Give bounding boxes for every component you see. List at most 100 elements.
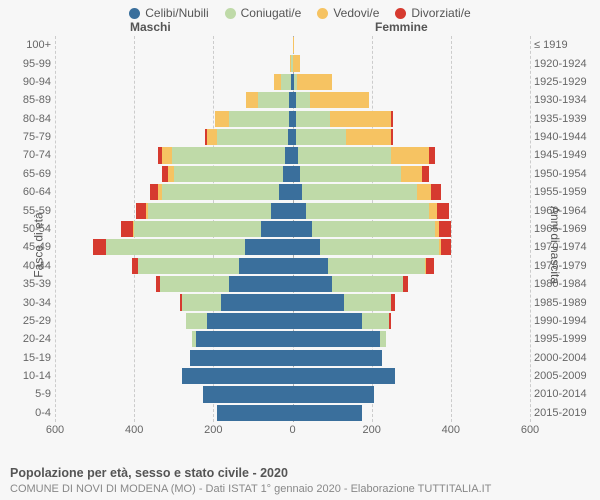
age-label: 25-29: [1, 314, 51, 328]
seg-c: [245, 239, 293, 255]
birth-label: 1930-1934: [534, 93, 599, 107]
legend-swatch: [225, 8, 236, 19]
seg-d: [426, 258, 434, 274]
bar-female: [293, 276, 409, 292]
seg-c: [293, 258, 329, 274]
bar-male: [203, 386, 292, 402]
bar-female: [293, 92, 369, 108]
bar-female: [293, 258, 435, 274]
birth-label: 1955-1959: [534, 185, 599, 199]
bar-female: [293, 350, 382, 366]
x-tick: 0: [289, 424, 295, 436]
seg-c: [207, 313, 292, 329]
seg-k: [362, 313, 390, 329]
birth-label: ≤ 1919: [534, 38, 599, 52]
birth-label: 2005-2009: [534, 369, 599, 383]
seg-v: [246, 92, 258, 108]
bar-female: [293, 331, 386, 347]
bar-male: [158, 147, 293, 163]
pyramid-row: [55, 203, 530, 219]
birth-label: 1975-1979: [534, 259, 599, 273]
seg-v: [207, 129, 217, 145]
bar-male: [217, 405, 292, 421]
bar-male: [156, 276, 293, 292]
seg-v: [346, 129, 392, 145]
seg-c: [293, 166, 300, 182]
legend-item: Vedovi/e: [317, 6, 379, 20]
birth-label: 1960-1964: [534, 204, 599, 218]
seg-c: [293, 386, 374, 402]
seg-d: [429, 147, 435, 163]
seg-v: [293, 55, 301, 71]
x-tick: 600: [46, 424, 64, 436]
bar-male: [205, 129, 293, 145]
seg-c: [293, 294, 344, 310]
age-label: 75-79: [1, 130, 51, 144]
x-tick: 600: [521, 424, 539, 436]
birth-label: 2015-2019: [534, 406, 599, 420]
birth-label: 1965-1969: [534, 222, 599, 236]
bar-male: [186, 313, 293, 329]
age-label: 30-34: [1, 296, 51, 310]
age-label: 0-4: [1, 406, 51, 420]
birth-label: 1940-1944: [534, 130, 599, 144]
bar-male: [246, 92, 293, 108]
bar-female: [293, 37, 295, 53]
seg-c: [293, 368, 396, 384]
pyramid-row: [55, 184, 530, 200]
seg-c: [293, 405, 362, 421]
seg-c: [190, 350, 293, 366]
seg-k: [298, 147, 391, 163]
pyramid-row: [55, 55, 530, 71]
bar-female: [293, 368, 396, 384]
bar-female: [293, 166, 430, 182]
seg-c: [283, 166, 293, 182]
pyramid-row: [55, 166, 530, 182]
bar-male: [274, 74, 293, 90]
birth-label: 1920-1924: [534, 57, 599, 71]
pyramid-row: [55, 147, 530, 163]
age-label: 95-99: [1, 57, 51, 71]
age-label: 65-69: [1, 167, 51, 181]
age-label: 35-39: [1, 277, 51, 291]
seg-k: [380, 331, 386, 347]
header-female: Femmine: [375, 20, 428, 34]
y-axis-birth: ≤ 19191920-19241925-19291930-19341935-19…: [530, 36, 600, 454]
seg-d: [391, 111, 392, 127]
seg-d: [136, 203, 146, 219]
pyramid-row: [55, 129, 530, 145]
x-axis: 6004002000200400600: [55, 422, 530, 454]
seg-d: [422, 166, 429, 182]
seg-c: [293, 276, 333, 292]
legend-swatch: [395, 8, 406, 19]
pyramid-row: [55, 221, 530, 237]
plot-area: [55, 36, 530, 422]
age-label: 80-84: [1, 112, 51, 126]
seg-k: [148, 203, 271, 219]
seg-d: [391, 129, 393, 145]
seg-c: [182, 368, 293, 384]
plot-wrap: Fasce di età Anni di nascita 100+95-9990…: [0, 36, 600, 454]
gender-headers: Maschi Femmine: [0, 20, 600, 36]
seg-d: [150, 184, 158, 200]
bar-female: [293, 184, 441, 200]
seg-c: [293, 239, 321, 255]
seg-c: [261, 221, 293, 237]
bar-male: [150, 184, 293, 200]
pyramid-row: [55, 294, 530, 310]
bar-male: [180, 294, 293, 310]
legend-label: Divorziati/e: [411, 6, 470, 20]
x-tick: 400: [125, 424, 143, 436]
seg-v: [330, 111, 391, 127]
seg-k: [312, 221, 435, 237]
age-label: 5-9: [1, 387, 51, 401]
seg-c: [196, 331, 293, 347]
bar-female: [293, 74, 333, 90]
seg-c: [203, 386, 292, 402]
age-label: 90-94: [1, 75, 51, 89]
seg-c: [271, 203, 293, 219]
x-tick: 200: [362, 424, 380, 436]
age-label: 10-14: [1, 369, 51, 383]
seg-d: [431, 184, 441, 200]
bar-female: [293, 111, 393, 127]
